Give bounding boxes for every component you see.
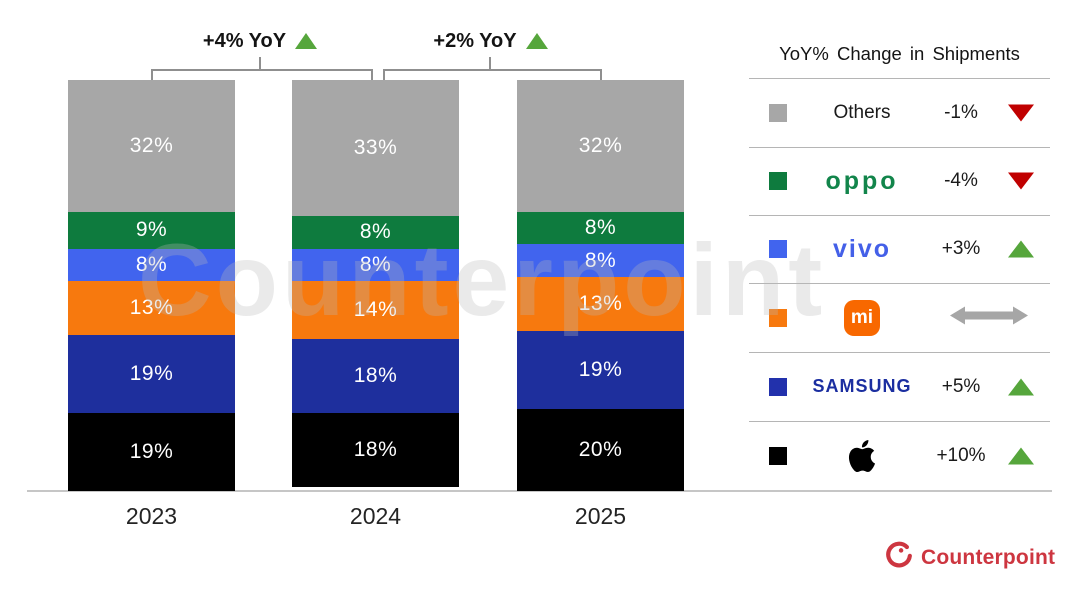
legend-label-others: Others bbox=[833, 101, 891, 123]
segment-value-label: 33% bbox=[353, 135, 398, 159]
bracket-tick bbox=[259, 57, 261, 70]
segment-value-label: 19% bbox=[578, 357, 623, 381]
legend-swatch-samsung bbox=[769, 377, 787, 396]
legend-change-oppo: -4% bbox=[944, 170, 978, 191]
yoy-annotation-2024-2025: +2% YoY bbox=[383, 26, 598, 56]
segment-oppo-2024: 8% bbox=[292, 215, 459, 249]
x-axis-label-2025: 2025 bbox=[574, 503, 627, 529]
xiaomi-mi-logo: mi bbox=[844, 299, 880, 336]
legend-row-oppo: oppo -4% bbox=[749, 147, 1050, 215]
segment-xiaomi-2023: 13% bbox=[68, 281, 235, 335]
segment-value-label: 20% bbox=[578, 437, 623, 461]
stacked-bar-2025: 32% 8% 8% 13% 19% 20% bbox=[517, 80, 684, 491]
segment-samsung-2025: 19% bbox=[517, 330, 684, 409]
trend-down-icon bbox=[1008, 104, 1034, 121]
segment-value-label: 18% bbox=[353, 437, 398, 461]
legend-divider bbox=[749, 352, 1050, 353]
legend-swatch-others bbox=[769, 103, 787, 122]
vivo-logo: vivo bbox=[832, 234, 892, 263]
counterpoint-logo: Counterpoint bbox=[884, 540, 1055, 575]
legend-divider bbox=[749, 421, 1050, 422]
segment-xiaomi-2025: 13% bbox=[517, 277, 684, 331]
segment-value-label: 8% bbox=[584, 248, 617, 272]
segment-oppo-2023: 9% bbox=[68, 211, 235, 249]
legend-swatch-vivo bbox=[769, 240, 787, 258]
segment-value-label: 8% bbox=[359, 252, 392, 276]
yoy-annotation-label: +2% YoY bbox=[433, 29, 517, 52]
segment-vivo-2025: 8% bbox=[517, 244, 684, 278]
legend-swatch-apple bbox=[769, 447, 787, 465]
segment-apple-2023: 19% bbox=[68, 412, 235, 491]
counterpoint-wordmark: Counterpoint bbox=[921, 545, 1056, 569]
samsung-logo: SAMSUNG bbox=[812, 376, 912, 396]
legend-swatch-oppo bbox=[769, 172, 787, 190]
segment-value-label: 8% bbox=[359, 220, 392, 244]
trend-down-icon bbox=[1008, 172, 1034, 190]
bracket-2024-2025 bbox=[383, 69, 602, 81]
x-axis-label-2024: 2024 bbox=[349, 503, 402, 529]
stacked-bar-2023: 32% 9% 8% 13% 19% 19% bbox=[68, 80, 235, 491]
segment-value-label: 32% bbox=[578, 133, 623, 157]
yoy-annotation-2023-2024: +4% YoY bbox=[151, 26, 369, 56]
segment-value-label: 8% bbox=[584, 215, 617, 239]
legend-swatch-xiaomi bbox=[769, 308, 787, 327]
segment-value-label: 18% bbox=[353, 363, 398, 387]
segment-value-label: 9% bbox=[135, 218, 168, 241]
legend-change-samsung: +5% bbox=[941, 375, 981, 397]
legend-row-vivo: vivo +3% bbox=[749, 215, 1050, 283]
x-axis-label-2023: 2023 bbox=[125, 503, 178, 529]
segment-vivo-2023: 8% bbox=[68, 248, 235, 282]
segment-value-label: 13% bbox=[578, 291, 623, 315]
segment-value-label: 32% bbox=[129, 133, 174, 157]
trend-up-icon bbox=[295, 33, 318, 49]
legend-title: YoY% Change in Shipments bbox=[779, 43, 1020, 64]
segment-apple-2025: 20% bbox=[517, 408, 684, 491]
legend-change-apple: +10% bbox=[936, 445, 986, 466]
bracket-2023-2024 bbox=[151, 69, 373, 81]
segment-vivo-2024: 8% bbox=[292, 248, 459, 282]
segment-others-2023: 32% bbox=[68, 80, 235, 212]
oppo-logo: oppo bbox=[825, 166, 899, 195]
trend-up-icon bbox=[1008, 378, 1034, 395]
trend-flat-icon bbox=[949, 303, 1029, 332]
segment-value-label: 13% bbox=[129, 296, 174, 320]
segment-value-label: 19% bbox=[129, 439, 174, 463]
x-axis-line bbox=[27, 490, 1052, 492]
legend-change-vivo: +3% bbox=[941, 238, 981, 259]
trend-up-icon bbox=[1008, 240, 1034, 258]
segment-value-label: 19% bbox=[129, 361, 174, 385]
segment-others-2025: 32% bbox=[517, 80, 684, 212]
trend-up-icon bbox=[1008, 447, 1034, 465]
legend-divider bbox=[749, 147, 1050, 148]
legend-row-xiaomi: mi bbox=[749, 283, 1050, 352]
bracket-tick bbox=[489, 57, 491, 70]
segment-others-2024: 33% bbox=[292, 80, 459, 216]
legend-divider bbox=[749, 78, 1050, 79]
legend-divider bbox=[749, 283, 1050, 284]
segment-samsung-2023: 19% bbox=[68, 334, 235, 413]
segment-value-label: 14% bbox=[353, 298, 398, 322]
legend-row-others: Others -1% bbox=[749, 78, 1050, 147]
counterpoint-swirl-icon bbox=[884, 540, 914, 575]
segment-apple-2024: 18% bbox=[292, 412, 459, 487]
segment-oppo-2025: 8% bbox=[517, 211, 684, 245]
legend-row-samsung: SAMSUNG +5% bbox=[749, 352, 1050, 421]
segment-xiaomi-2024: 14% bbox=[292, 281, 459, 339]
segment-samsung-2024: 18% bbox=[292, 338, 459, 413]
apple-logo-icon bbox=[789, 421, 935, 491]
segment-value-label: 8% bbox=[135, 252, 168, 276]
yoy-annotation-label: +4% YoY bbox=[202, 29, 287, 52]
legend-change-others: -1% bbox=[944, 101, 978, 123]
trend-up-icon bbox=[525, 33, 548, 49]
legend-divider bbox=[749, 215, 1050, 216]
stacked-bar-2024: 33% 8% 8% 14% 18% 18% bbox=[292, 80, 459, 491]
legend-row-apple: +10% bbox=[749, 421, 1050, 491]
